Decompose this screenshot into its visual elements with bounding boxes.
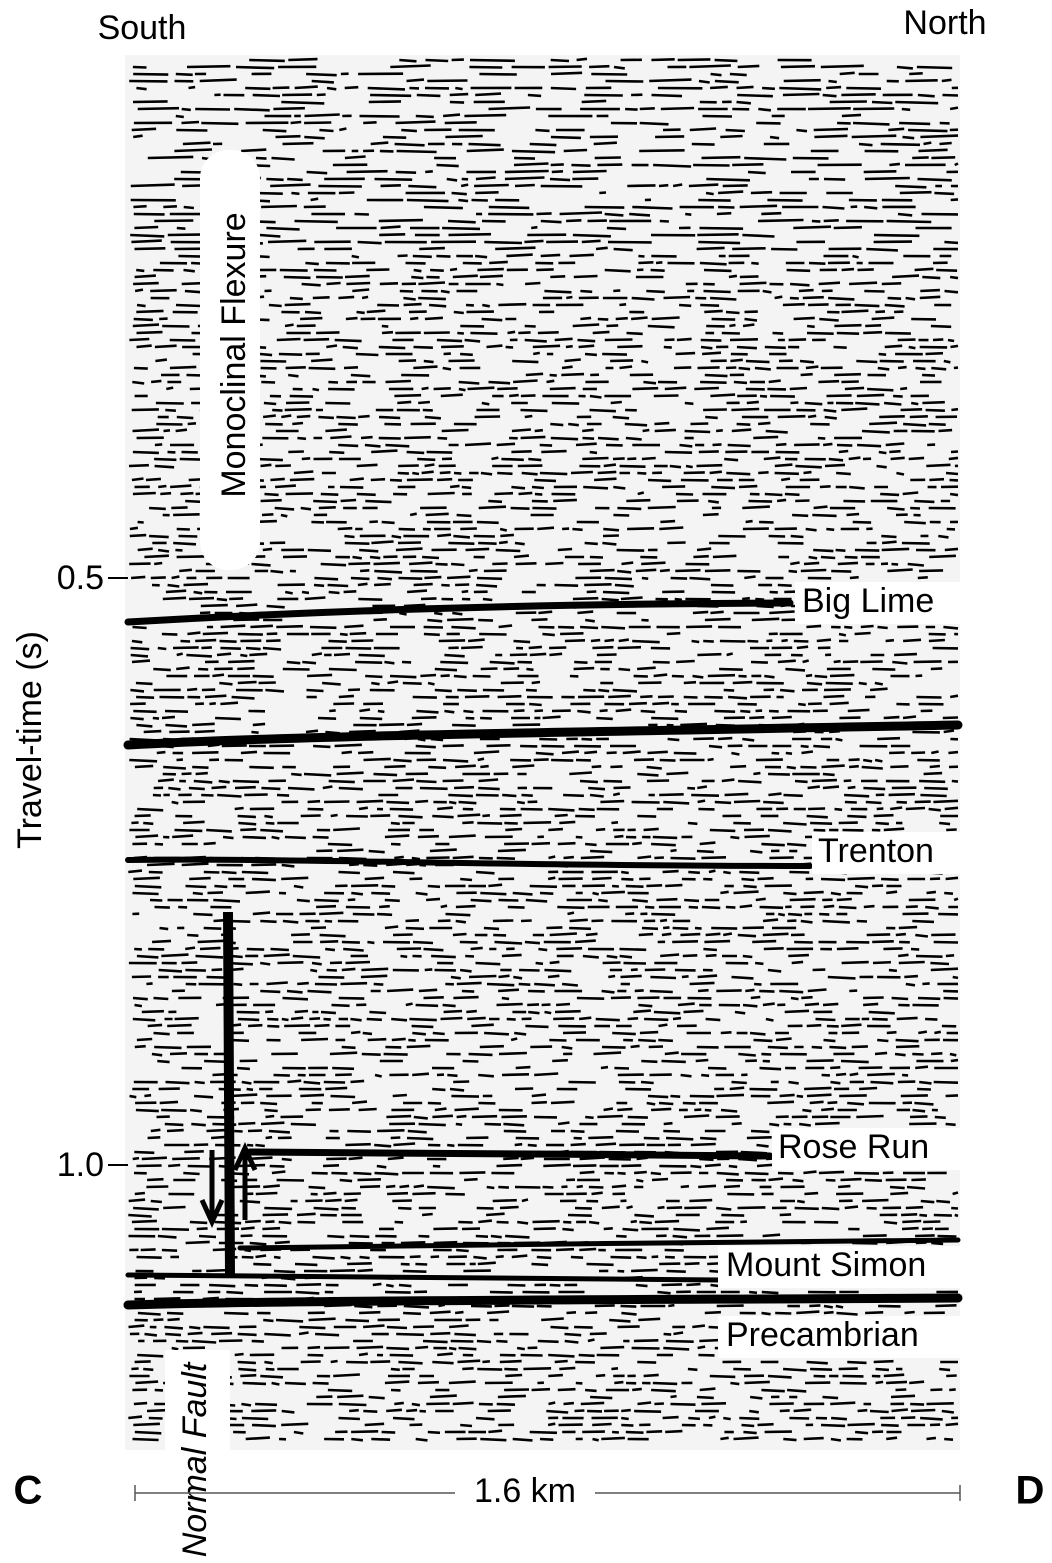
flexure-label: Monoclinal Flexure	[215, 212, 253, 497]
reflector	[237, 1237, 961, 1251]
label-box	[795, 582, 960, 624]
tick-label: 0.5	[57, 559, 104, 597]
south-label: South	[98, 9, 187, 47]
horizon-label: Mount Simon	[726, 1246, 926, 1284]
horizon-label: Precambrian	[726, 1316, 919, 1354]
reflector	[125, 856, 813, 869]
label-box	[718, 1316, 960, 1358]
reflector	[123, 720, 963, 750]
reflector	[246, 1148, 774, 1160]
panel-letter: D	[1016, 1469, 1045, 1513]
reflectors	[123, 599, 963, 1310]
label-box	[812, 832, 960, 874]
tick-label: 1.0	[57, 1146, 104, 1184]
label-box	[200, 150, 260, 570]
fault-label: Normal Fault	[176, 1361, 214, 1557]
reflector	[125, 1272, 723, 1283]
fault-line	[223, 911, 235, 1276]
reflector	[123, 1293, 963, 1310]
panel-letter: C	[14, 1469, 43, 1513]
label-box	[165, 1350, 230, 1550]
scale-bar	[134, 1485, 961, 1501]
horizon-label: Big Lime	[802, 582, 934, 620]
horizon-label: Trenton	[818, 832, 934, 870]
horizon-label: Rose Run	[778, 1128, 929, 1166]
reflector	[124, 599, 794, 626]
scale-label: 1.6 km	[474, 1472, 576, 1510]
axis-label: Travel-time (s)	[11, 631, 49, 849]
fault-arrows	[199, 1141, 258, 1229]
label-box	[718, 1246, 960, 1288]
label-box	[772, 1128, 960, 1170]
north-label: North	[903, 4, 986, 42]
